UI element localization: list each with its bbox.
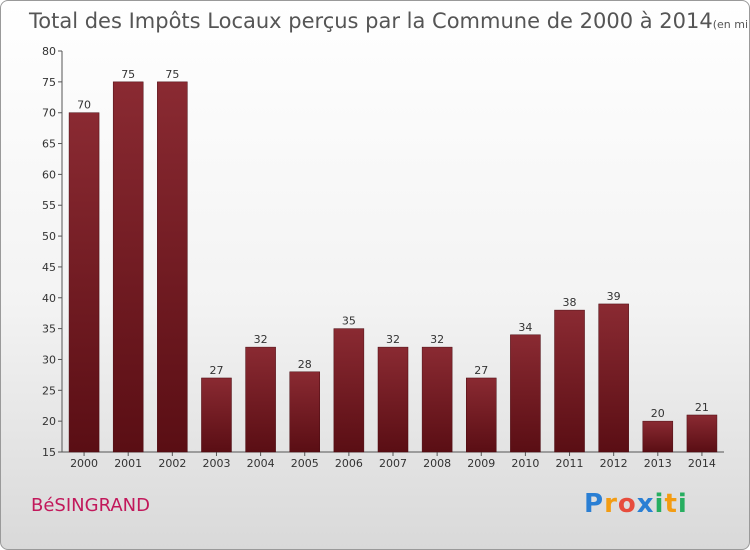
logo-letter: t — [664, 489, 678, 519]
y-tick-label: 60 — [42, 168, 56, 181]
bar-value-label: 27 — [209, 364, 223, 377]
y-tick-label: 20 — [42, 415, 56, 428]
bar-value-label: 35 — [342, 315, 356, 328]
bar — [157, 81, 188, 453]
x-tick-label: 2013 — [644, 457, 672, 470]
x-tick-label: 2006 — [335, 457, 363, 470]
y-tick-labels: 15 20 25 30 35 40 45 50 55 60 65 70 75 80 — [42, 45, 56, 459]
commune-name: BéSINGRAND — [31, 495, 150, 516]
x-tick-label: 2008 — [423, 457, 451, 470]
bar-value-label: 20 — [651, 407, 665, 420]
bars — [68, 81, 718, 453]
x-tick-label: 2002 — [158, 457, 186, 470]
logo-letter: o — [617, 489, 637, 519]
x-tick-label: 2003 — [202, 457, 230, 470]
bar — [201, 377, 232, 453]
y-tick-label: 50 — [42, 230, 56, 243]
bar — [466, 377, 497, 453]
bar-value-label: 32 — [254, 333, 268, 346]
chart-title: Total des Impôts Locaux perçus par la Co… — [28, 9, 749, 33]
bar — [112, 81, 144, 453]
y-tick-label: 30 — [42, 353, 56, 366]
bar-value-label: 27 — [474, 364, 488, 377]
proxiti-logo: Proxiti — [584, 489, 688, 519]
bar — [68, 112, 100, 453]
value-labels: 70 75 75 27 32 28 35 32 32 27 34 38 39 20 21 — [77, 68, 709, 420]
bar — [333, 328, 365, 453]
bar-value-label: 34 — [518, 321, 532, 334]
y-tick-label: 25 — [42, 384, 56, 397]
bar-value-label: 28 — [298, 358, 312, 371]
y-tick-label: 35 — [42, 323, 56, 336]
x-tick-label: 2014 — [688, 457, 716, 470]
y-tick-label: 45 — [42, 261, 56, 274]
logo-letter: i — [677, 489, 688, 519]
logo-letter: i — [654, 489, 665, 519]
bar — [245, 346, 276, 453]
bar — [289, 371, 320, 453]
y-tick-label: 70 — [42, 107, 56, 120]
logo-letter: r — [604, 489, 618, 519]
bar-value-label: 21 — [695, 401, 709, 414]
bar-value-label: 75 — [121, 68, 135, 81]
x-tick-label: 2010 — [511, 457, 539, 470]
bar — [686, 414, 718, 453]
logo-letter: P — [584, 489, 605, 519]
x-tick-label: 2012 — [600, 457, 628, 470]
x-tick-label: 2004 — [247, 457, 275, 470]
chart-title-text: Total des Impôts Locaux perçus par la Co… — [28, 9, 713, 33]
y-tick-label: 40 — [42, 292, 56, 305]
x-tick-label: 2009 — [467, 457, 495, 470]
y-tick-label: 65 — [42, 138, 56, 151]
bar-value-label: 32 — [430, 333, 444, 346]
y-tick-label: 75 — [42, 76, 56, 89]
bar-value-label: 70 — [77, 99, 91, 112]
x-tick-labels: 2000 2001 2002 2003 2004 2005 2006 2007 2008 2009… — [70, 457, 716, 470]
x-tick-label: 2000 — [70, 457, 98, 470]
x-tick-label: 2011 — [556, 457, 584, 470]
bar — [510, 334, 541, 453]
bar — [377, 346, 409, 453]
bar-value-label: 32 — [386, 333, 400, 346]
bar — [598, 303, 629, 453]
y-tick-label: 80 — [42, 45, 56, 58]
bar — [421, 346, 453, 453]
x-tick-label: 2005 — [291, 457, 319, 470]
bar — [642, 420, 674, 453]
y-tick-label: 55 — [42, 199, 56, 212]
bar-value-label: 39 — [607, 290, 621, 303]
logo-letter: x — [636, 489, 655, 519]
x-tick-label: 2001 — [114, 457, 142, 470]
bar-value-label: 75 — [165, 68, 179, 81]
bar — [554, 309, 585, 453]
x-tick-label: 2007 — [379, 457, 407, 470]
bar-value-label: 38 — [563, 296, 577, 309]
y-tick-label: 15 — [42, 446, 56, 459]
chart-unit: (en milliers d'€) — [713, 18, 749, 31]
